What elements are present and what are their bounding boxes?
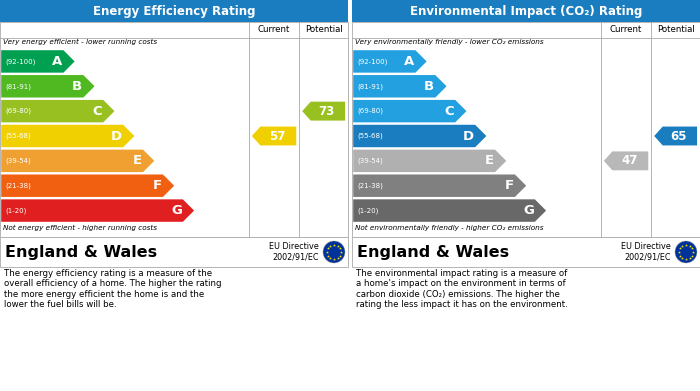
Text: (81-91): (81-91) (357, 83, 383, 90)
Polygon shape (354, 75, 447, 97)
Polygon shape (1, 150, 154, 172)
Text: B: B (424, 80, 434, 93)
Polygon shape (252, 127, 296, 145)
Text: A: A (52, 55, 62, 68)
Text: (39-54): (39-54) (5, 158, 31, 164)
FancyBboxPatch shape (352, 22, 700, 237)
Text: Very environmentally friendly - lower CO₂ emissions: Very environmentally friendly - lower CO… (355, 39, 544, 45)
Polygon shape (354, 125, 486, 147)
Text: Potential: Potential (657, 25, 694, 34)
FancyBboxPatch shape (352, 237, 700, 267)
Text: G: G (171, 204, 182, 217)
Text: F: F (505, 179, 514, 192)
Text: Very energy efficient - lower running costs: Very energy efficient - lower running co… (3, 39, 157, 45)
Text: Potential: Potential (304, 25, 342, 34)
Polygon shape (354, 199, 546, 222)
Polygon shape (1, 125, 134, 147)
Polygon shape (604, 151, 648, 170)
Text: E: E (133, 154, 142, 167)
Text: (39-54): (39-54) (357, 158, 383, 164)
FancyBboxPatch shape (0, 0, 348, 22)
Text: The energy efficiency rating is a measure of the
overall efficiency of a home. T: The energy efficiency rating is a measur… (4, 269, 221, 309)
Polygon shape (354, 50, 426, 73)
Polygon shape (302, 102, 345, 120)
Text: EU Directive
2002/91/EC: EU Directive 2002/91/EC (622, 242, 671, 262)
Text: 47: 47 (621, 154, 638, 167)
Text: (55-68): (55-68) (357, 133, 383, 139)
Circle shape (675, 241, 697, 263)
Polygon shape (1, 174, 174, 197)
Text: (1-20): (1-20) (5, 207, 27, 214)
Text: Not energy efficient - higher running costs: Not energy efficient - higher running co… (3, 225, 157, 231)
Text: F: F (153, 179, 162, 192)
Polygon shape (1, 75, 95, 97)
Text: England & Wales: England & Wales (357, 244, 509, 260)
Text: (21-38): (21-38) (357, 183, 383, 189)
Text: Current: Current (258, 25, 290, 34)
Text: Energy Efficiency Rating: Energy Efficiency Rating (92, 5, 256, 18)
Text: Not environmentally friendly - higher CO₂ emissions: Not environmentally friendly - higher CO… (355, 225, 543, 231)
Text: (1-20): (1-20) (357, 207, 379, 214)
Polygon shape (1, 100, 115, 122)
Text: E: E (485, 154, 494, 167)
Text: 73: 73 (318, 105, 335, 118)
Polygon shape (354, 174, 526, 197)
FancyBboxPatch shape (0, 237, 348, 267)
Polygon shape (354, 150, 506, 172)
Text: C: C (444, 105, 454, 118)
Polygon shape (1, 50, 75, 73)
Polygon shape (1, 199, 194, 222)
Text: The environmental impact rating is a measure of
a home's impact on the environme: The environmental impact rating is a mea… (356, 269, 568, 309)
Text: (92-100): (92-100) (357, 58, 387, 65)
Text: B: B (72, 80, 83, 93)
Text: D: D (463, 129, 474, 142)
Text: G: G (523, 204, 534, 217)
Polygon shape (354, 100, 466, 122)
Text: (69-80): (69-80) (357, 108, 383, 115)
Text: 57: 57 (270, 129, 286, 142)
Text: (69-80): (69-80) (5, 108, 31, 115)
Text: England & Wales: England & Wales (5, 244, 157, 260)
Text: (92-100): (92-100) (5, 58, 36, 65)
Text: 65: 65 (671, 129, 687, 142)
Text: A: A (404, 55, 414, 68)
Text: D: D (111, 129, 122, 142)
Text: (55-68): (55-68) (5, 133, 31, 139)
Text: Environmental Impact (CO₂) Rating: Environmental Impact (CO₂) Rating (410, 5, 642, 18)
Text: Current: Current (610, 25, 642, 34)
FancyBboxPatch shape (0, 22, 348, 237)
Text: EU Directive
2002/91/EC: EU Directive 2002/91/EC (270, 242, 319, 262)
Text: (81-91): (81-91) (5, 83, 31, 90)
Text: C: C (92, 105, 102, 118)
Polygon shape (654, 127, 697, 145)
FancyBboxPatch shape (352, 0, 700, 22)
Circle shape (323, 241, 345, 263)
Text: (21-38): (21-38) (5, 183, 31, 189)
